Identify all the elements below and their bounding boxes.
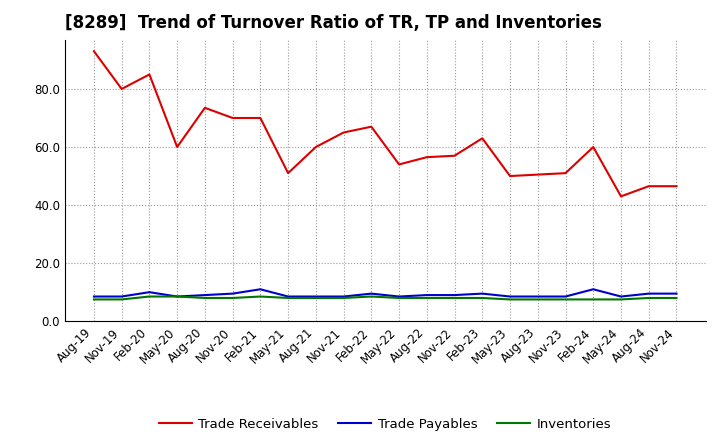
Inventories [423,295,431,301]
Trade Payables [173,294,181,299]
Inventories [395,295,403,301]
Trade Receivables [256,115,265,121]
Inventories [505,297,514,302]
Trade Receivables [616,194,625,199]
Trade Receivables [145,72,154,77]
Inventories [117,297,126,302]
Trade Payables [395,294,403,299]
Trade Receivables [201,105,210,110]
Line: Trade Receivables: Trade Receivables [94,51,677,196]
Line: Trade Payables: Trade Payables [94,289,677,297]
Inventories [145,294,154,299]
Trade Payables [339,294,348,299]
Inventories [589,297,598,302]
Trade Payables [117,294,126,299]
Trade Payables [145,290,154,295]
Trade Receivables [367,124,376,129]
Trade Payables [284,294,292,299]
Trade Receivables [339,130,348,135]
Trade Receivables [672,183,681,189]
Inventories [450,295,459,301]
Trade Payables [256,286,265,292]
Inventories [201,295,210,301]
Trade Payables [505,294,514,299]
Trade Receivables [284,171,292,176]
Trade Receivables [450,153,459,158]
Trade Receivables [228,115,237,121]
Inventories [616,297,625,302]
Inventories [367,294,376,299]
Trade Receivables [117,86,126,92]
Trade Payables [450,293,459,298]
Trade Payables [561,294,570,299]
Inventories [534,297,542,302]
Trade Payables [367,291,376,296]
Trade Payables [228,291,237,296]
Inventories [89,297,98,302]
Trade Payables [423,293,431,298]
Trade Receivables [395,162,403,167]
Trade Payables [478,291,487,296]
Text: [8289]  Trend of Turnover Ratio of TR, TP and Inventories: [8289] Trend of Turnover Ratio of TR, TP… [65,15,602,33]
Inventories [173,294,181,299]
Inventories [228,295,237,301]
Trade Receivables [534,172,542,177]
Trade Payables [312,294,320,299]
Trade Payables [672,291,681,296]
Trade Receivables [644,183,653,189]
Inventories [256,294,265,299]
Trade Payables [201,293,210,298]
Legend: Trade Receivables, Trade Payables, Inventories: Trade Receivables, Trade Payables, Inven… [153,412,617,436]
Inventories [284,295,292,301]
Inventories [644,295,653,301]
Line: Inventories: Inventories [94,297,677,300]
Trade Receivables [561,171,570,176]
Trade Payables [616,294,625,299]
Trade Receivables [89,48,98,54]
Trade Receivables [423,154,431,160]
Trade Receivables [312,144,320,150]
Inventories [561,297,570,302]
Trade Receivables [173,144,181,150]
Trade Receivables [505,173,514,179]
Inventories [478,295,487,301]
Trade Receivables [478,136,487,141]
Trade Payables [589,286,598,292]
Trade Payables [89,294,98,299]
Inventories [339,295,348,301]
Trade Payables [534,294,542,299]
Trade Payables [644,291,653,296]
Trade Receivables [589,144,598,150]
Inventories [312,295,320,301]
Inventories [672,295,681,301]
